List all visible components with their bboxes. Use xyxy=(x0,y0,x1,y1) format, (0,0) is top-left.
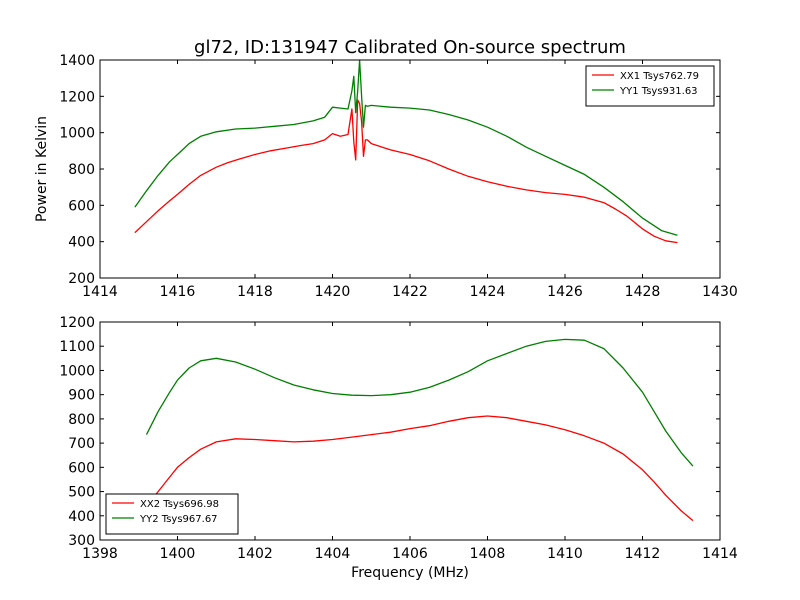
x-tick-label: 1422 xyxy=(392,284,428,300)
y-tick-label: 700 xyxy=(68,436,95,452)
y-tick-label: 200 xyxy=(68,271,95,287)
y-tick-label: 800 xyxy=(68,412,95,428)
panel-bottom: 1398 1400 1402 1404 1406 1408 1410 1412 1414 300 4… xyxy=(59,315,738,562)
y-tick-label: 400 xyxy=(68,235,95,251)
series-line-1-2 xyxy=(134,60,678,236)
panel-top: 1414 1416 1418 1420 1422 1424 1426 1428 1430 200 4… xyxy=(59,53,737,300)
x-tick-label: 1416 xyxy=(160,284,196,300)
y-tick-label: 800 xyxy=(68,162,95,178)
legend-entry: XX2 Tsys696.98 xyxy=(140,499,219,510)
series-line-1-1 xyxy=(134,99,678,244)
legend-entry: YY1 Tsys931.63 xyxy=(619,86,698,97)
y-tick-label: 500 xyxy=(68,485,95,501)
x-tick-label: 1428 xyxy=(625,284,661,300)
y-tick-label: 1000 xyxy=(59,126,95,142)
legend: XX2 Tsys696.98 YY2 Tsys967.67 xyxy=(105,493,239,535)
x-tick-label: 1430 xyxy=(702,284,738,300)
x-tick-label: 1406 xyxy=(392,546,428,562)
y-tick-label: 600 xyxy=(68,198,95,214)
x-tick-label: 1426 xyxy=(547,284,583,300)
series-line-2-1 xyxy=(145,415,694,522)
x-tick-label: 1414 xyxy=(82,284,118,300)
y-tick-label: 600 xyxy=(68,460,95,476)
x-tick-label: 1398 xyxy=(82,546,118,562)
x-tick-label: 1410 xyxy=(547,546,583,562)
y-tick-label: 1400 xyxy=(59,53,95,69)
x-tick-label: 1424 xyxy=(470,284,506,300)
x-tick-label: 1414 xyxy=(702,546,738,562)
legend-entry: YY2 Tsys967.67 xyxy=(139,514,218,525)
x-tick-label: 1412 xyxy=(625,546,661,562)
y-tick-label: 400 xyxy=(68,509,95,525)
y-tick-label: 1200 xyxy=(59,315,95,331)
y-tick-label: 900 xyxy=(68,388,95,404)
x-tick-label: 1404 xyxy=(315,546,351,562)
y-tick-label: 1100 xyxy=(59,339,95,355)
chart-title: gl72, ID:131947 Calibrated On-source spe… xyxy=(194,37,626,58)
y-tick-label: 1000 xyxy=(59,363,95,379)
x-tick-label: 1420 xyxy=(315,284,351,300)
x-axis-label: Frequency (MHz) xyxy=(351,565,469,581)
x-tick-label: 1418 xyxy=(237,284,273,300)
x-tick-label: 1408 xyxy=(470,546,506,562)
y-tick-label: 1200 xyxy=(59,89,95,105)
legend: XX1 Tsys762.79 YY1 Tsys931.63 xyxy=(585,65,715,107)
y-tick-label: 300 xyxy=(68,533,95,549)
x-tick-label: 1400 xyxy=(160,546,196,562)
x-tick-label: 1402 xyxy=(237,546,273,562)
y-axis-label: Power in Kelvin xyxy=(34,116,50,222)
legend-entry: XX1 Tsys762.79 xyxy=(620,71,699,82)
series-line-2-2 xyxy=(145,338,694,467)
